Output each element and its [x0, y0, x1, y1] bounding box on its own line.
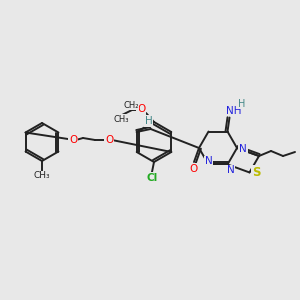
Text: CH₃: CH₃ — [113, 115, 129, 124]
Text: N: N — [205, 157, 212, 166]
Text: N: N — [239, 144, 247, 154]
Text: O: O — [105, 135, 113, 145]
Text: NH: NH — [226, 106, 241, 116]
Text: H: H — [238, 98, 245, 109]
Text: N: N — [226, 166, 234, 176]
Text: H: H — [145, 116, 153, 126]
Text: Cl: Cl — [146, 173, 158, 183]
Text: O: O — [190, 164, 198, 174]
Text: S: S — [252, 166, 261, 179]
Text: O: O — [69, 135, 77, 145]
Text: O: O — [137, 104, 145, 114]
Text: CH₂: CH₂ — [123, 100, 139, 109]
Text: CH₃: CH₃ — [34, 172, 50, 181]
